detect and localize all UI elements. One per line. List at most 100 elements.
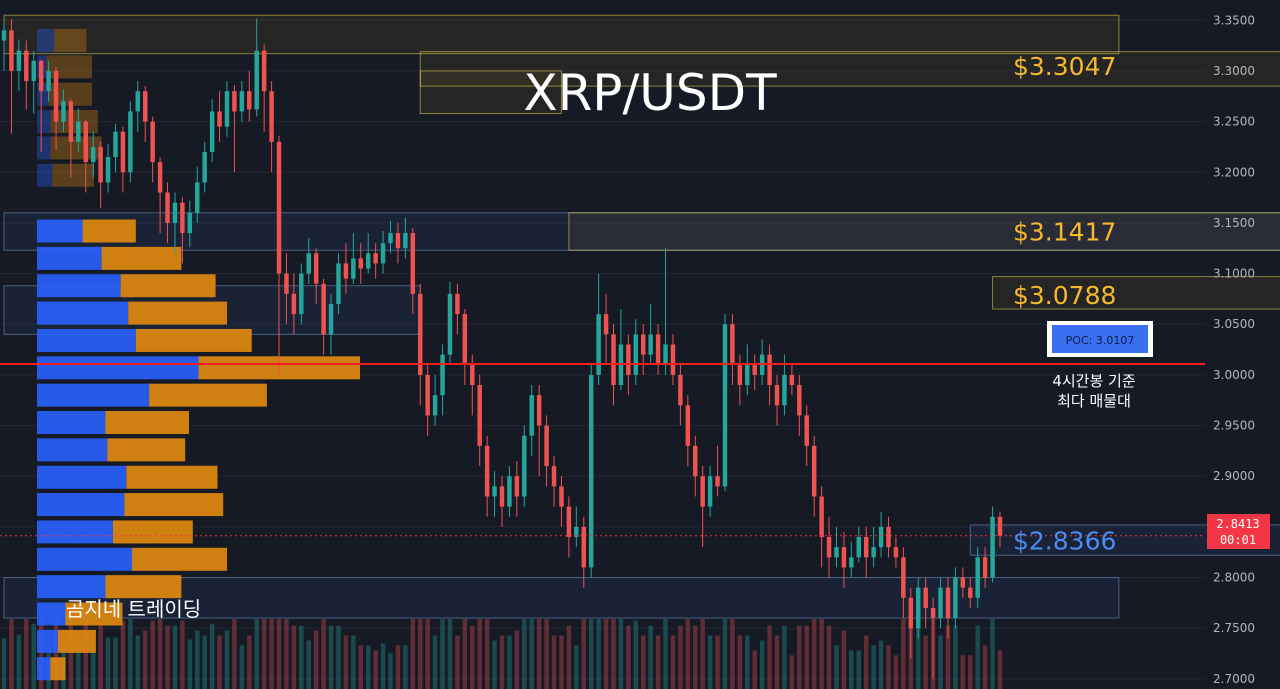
candle-body [663, 344, 668, 365]
volume-bar [202, 635, 207, 689]
volume-bar [284, 619, 289, 689]
volume-bar [313, 630, 319, 689]
candle-body [135, 91, 141, 112]
candle-body [841, 547, 847, 568]
level-label: $3.1417 [1013, 217, 1116, 246]
candle-body [46, 70, 51, 92]
candle-body [380, 243, 386, 264]
volume-bar [522, 619, 527, 689]
volume-bar [745, 635, 750, 689]
candle-body [938, 587, 943, 619]
volume-bar [276, 619, 282, 689]
candle-body [752, 364, 757, 375]
candle-body [774, 385, 780, 406]
volume-bar [440, 619, 445, 689]
y-tick-label: 3.2000 [1213, 165, 1255, 179]
volume-bar [224, 630, 230, 689]
level-label: $2.8366 [1013, 526, 1116, 555]
volume-profile-sell [101, 246, 182, 270]
candle-body [202, 151, 207, 183]
candle-body [581, 526, 586, 568]
candle-body [53, 70, 59, 122]
poc-label: POC: 3.0107 [1066, 334, 1135, 347]
candle-body [789, 374, 795, 386]
candle-body [313, 253, 319, 284]
candle-body [908, 597, 914, 629]
candle-body [975, 557, 980, 598]
volume-bar [953, 625, 958, 689]
candle-body [395, 233, 401, 249]
volume-profile-sell [50, 136, 102, 160]
volume-bar [871, 645, 876, 689]
volume-bar [626, 625, 631, 689]
level-zones [3, 14, 1280, 619]
volume-bar [232, 619, 237, 689]
volume-bar [507, 635, 512, 689]
volume-bar [923, 635, 928, 689]
candle-body [715, 476, 720, 487]
volume-bar [90, 640, 96, 689]
volume-bar [856, 650, 862, 689]
candle-body [514, 476, 520, 497]
volume-profile-buy [37, 246, 102, 270]
candle-body [693, 445, 698, 477]
volume-profile-sell [126, 465, 218, 489]
volume-bar [603, 619, 609, 689]
candle-body [269, 91, 274, 142]
candle-body [365, 253, 371, 269]
volume-bar [789, 655, 795, 689]
volume-bar [395, 645, 401, 689]
volume-bar [893, 655, 899, 689]
candle-body [804, 415, 809, 446]
y-tick-label: 2.9500 [1213, 419, 1255, 433]
candle-body [797, 385, 802, 416]
y-tick-label: 2.7000 [1213, 672, 1255, 686]
volume-bar [797, 625, 802, 689]
candle-body [685, 405, 691, 446]
volume-profile-buy [37, 274, 121, 298]
candle-body [410, 233, 416, 294]
candle-body [901, 557, 906, 598]
volume-bar [655, 635, 661, 689]
candle-body [878, 526, 884, 548]
volume-bar [826, 625, 832, 689]
y-tick-label: 2.9000 [1213, 469, 1255, 483]
y-tick-label: 2.7500 [1213, 621, 1255, 635]
candle-body [9, 30, 14, 71]
candle-body [492, 486, 497, 497]
candle-body [856, 537, 862, 558]
volume-bar [455, 635, 460, 689]
volume-bar [328, 625, 334, 689]
volume-profile-buy [37, 301, 129, 325]
candle-body [61, 101, 66, 122]
volume-profile-sell [107, 438, 186, 462]
candle-body [953, 577, 958, 619]
volume-bar [990, 619, 995, 689]
candle-body [596, 314, 601, 375]
volume-bar [165, 625, 170, 689]
candle-body [834, 547, 839, 558]
candle-body [648, 334, 653, 355]
candle-body [678, 374, 683, 406]
candle-body [447, 293, 453, 355]
volume-bar [559, 635, 564, 689]
volume-profile-buy [37, 629, 58, 653]
candle-body [722, 324, 728, 487]
candle-body [603, 314, 609, 335]
volume-profile-buy [37, 602, 66, 626]
candle-body [358, 258, 364, 269]
level-label: $3.3047 [1013, 52, 1116, 81]
volume-profile-buy [37, 29, 55, 53]
candle-body [232, 91, 237, 112]
volume-bar [120, 620, 126, 689]
chart-title: XRP/USDT [523, 64, 777, 122]
candle-body [224, 91, 230, 127]
candle-body [276, 141, 282, 274]
volume-bar [432, 635, 438, 689]
volume-bar [24, 619, 29, 689]
volume-profile-sell [113, 520, 193, 544]
candle-body [299, 273, 304, 315]
volume-bar [618, 619, 624, 689]
volume-bar [611, 619, 616, 689]
candle-body [499, 486, 505, 507]
